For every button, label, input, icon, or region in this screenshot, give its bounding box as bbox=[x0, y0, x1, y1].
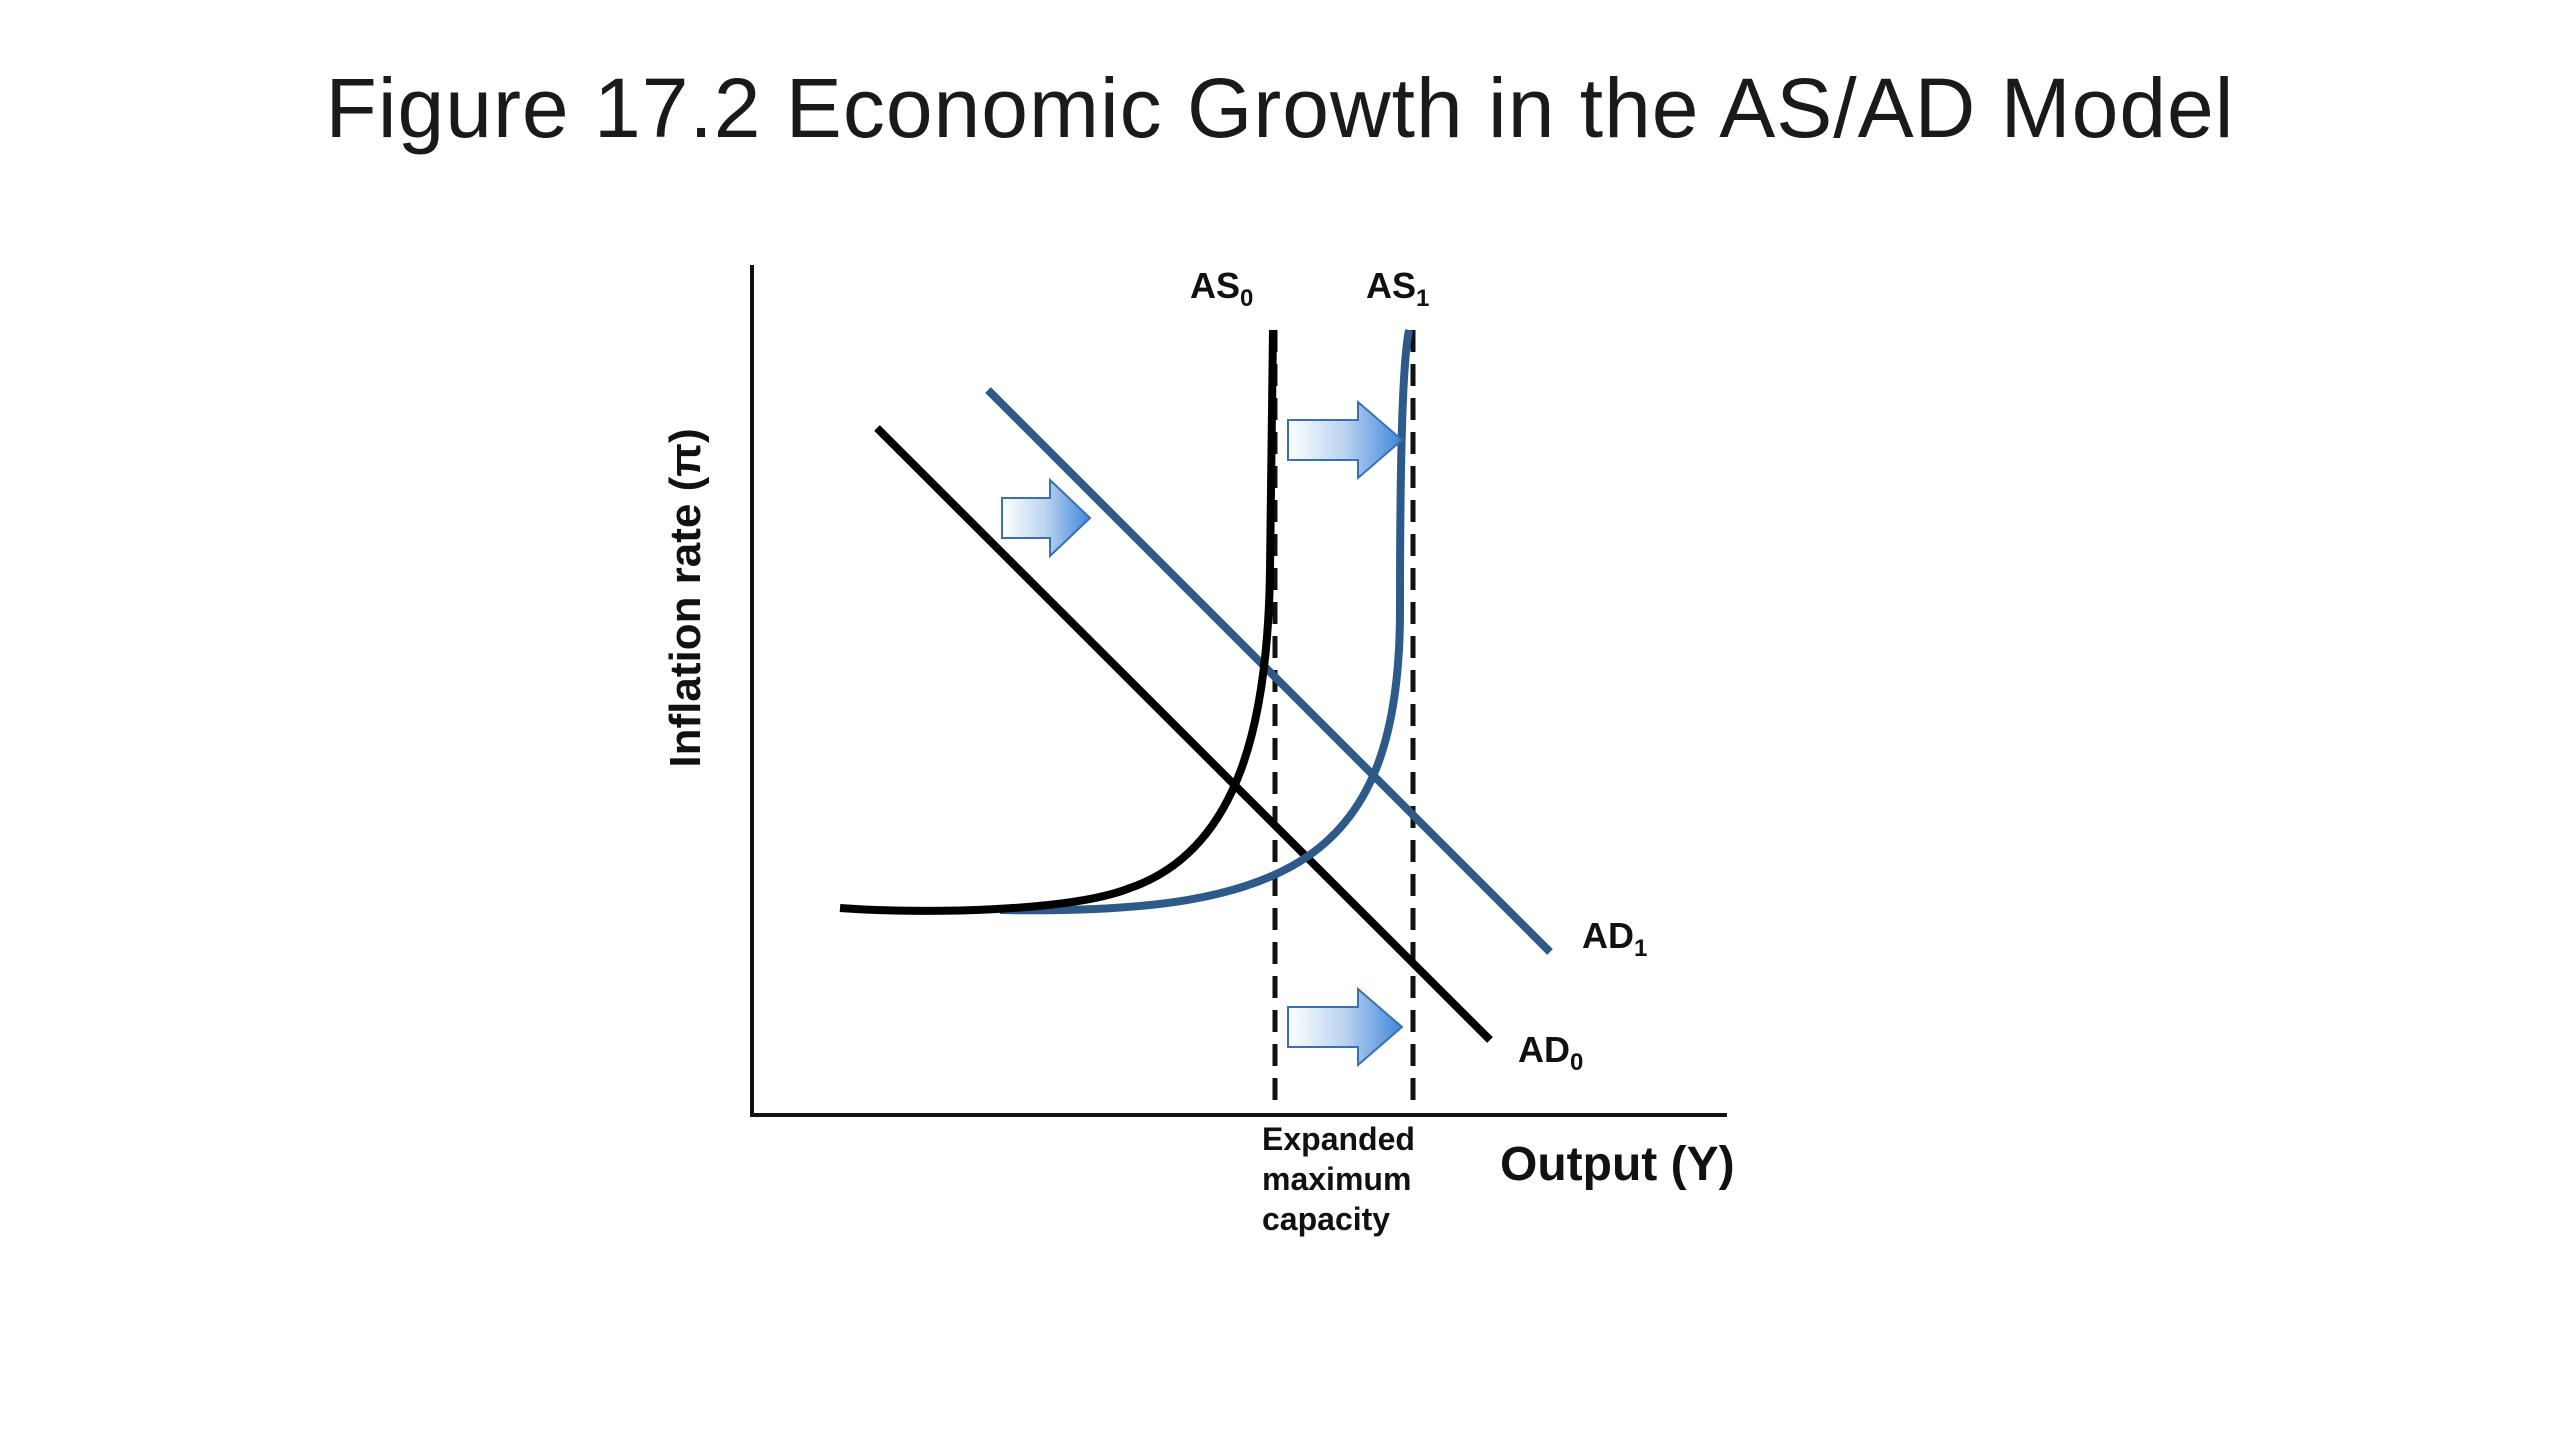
as1-label: AS1 bbox=[1366, 265, 1429, 312]
as-shift-arrow bbox=[1287, 399, 1404, 481]
as0-curve bbox=[839, 329, 1277, 915]
capacity-label-line: capacity bbox=[1262, 1201, 1390, 1237]
capacity-label: Expanded maximum capacity bbox=[1262, 1121, 1424, 1237]
y-axis-label: Inflation rate (π) bbox=[661, 428, 710, 767]
ad-shift-arrow bbox=[1001, 477, 1092, 559]
capacity-shift-arrow bbox=[1287, 986, 1404, 1068]
x-axis-label: Output (Y) bbox=[1500, 1138, 1735, 1191]
ad1-label: AD1 bbox=[1582, 915, 1647, 962]
ad1-curve bbox=[985, 387, 1553, 955]
capacity-label-line: maximum bbox=[1262, 1161, 1411, 1197]
capacity-label-line: Expanded bbox=[1262, 1121, 1415, 1157]
slide-title: Figure 17.2 Economic Growth in the AS/AD… bbox=[325, 61, 2235, 155]
ad0-curve bbox=[874, 425, 1493, 1043]
as0-label: AS0 bbox=[1190, 265, 1253, 312]
ad0-label: AD0 bbox=[1518, 1029, 1583, 1076]
as1-curve bbox=[999, 329, 1413, 915]
